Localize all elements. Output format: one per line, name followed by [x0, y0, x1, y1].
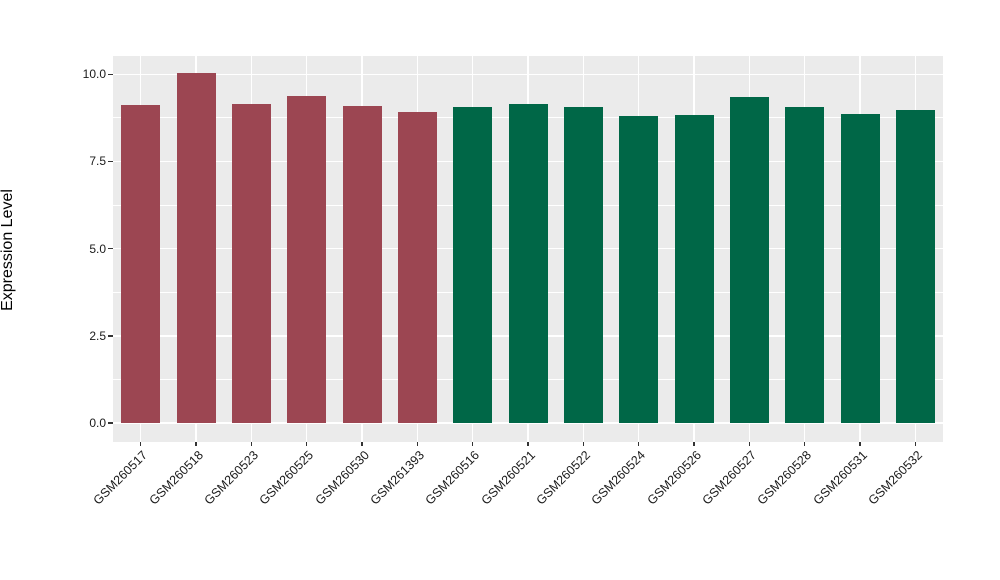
plot-panel — [113, 56, 943, 442]
y-axis-tick-label: 7.5 — [89, 154, 106, 169]
bar-GSM260526 — [674, 114, 714, 423]
x-axis-tick-label: GSM260524 — [589, 448, 649, 508]
x-axis-tick — [582, 442, 585, 446]
x-axis-tick-label: GSM260526 — [644, 448, 704, 508]
x-axis-tick-label: GSM260531 — [810, 448, 870, 508]
bar-GSM260527 — [729, 96, 769, 423]
y-axis-tick-label: 2.5 — [89, 328, 106, 343]
bar-GSM260521 — [508, 103, 548, 423]
x-axis-tick — [471, 442, 474, 446]
x-axis-tick-label: GSM260518 — [146, 448, 206, 508]
x-axis-tick-label: GSM260522 — [533, 448, 594, 508]
x-axis-tick — [693, 442, 695, 446]
x-axis-tick — [250, 442, 253, 446]
x-axis-tick — [361, 442, 363, 446]
bar-GSM260531 — [840, 114, 880, 423]
x-axis-tick-label: GSM260527 — [699, 448, 760, 508]
y-axis-title: Expression Level — [0, 189, 16, 311]
x-axis-tick-label: GSM260532 — [865, 448, 926, 508]
x-axis-tick — [305, 442, 308, 446]
y-axis-tick-label: 0.0 — [89, 416, 106, 430]
x-axis-tick — [914, 442, 917, 446]
x-axis-tick — [637, 442, 640, 446]
bar-GSM260516 — [453, 107, 493, 423]
x-axis-tick-label: GSM260517 — [91, 448, 151, 508]
bar-GSM260524 — [619, 115, 659, 423]
bar-GSM260522 — [563, 106, 603, 423]
bar-GSM260518 — [176, 73, 216, 423]
y-axis-tick — [108, 335, 113, 337]
x-axis-tick — [748, 442, 751, 446]
y-axis-tick-label: 5.0 — [89, 241, 106, 256]
x-axis-tick — [803, 442, 806, 446]
bar-GSM261393 — [397, 111, 437, 423]
y-axis-tick — [108, 160, 113, 163]
x-axis-tick-label: GSM260525 — [257, 448, 317, 508]
x-axis-tick-label: GSM261393 — [367, 448, 428, 508]
x-axis-tick-label: GSM260530 — [312, 448, 372, 508]
x-axis-tick-label: GSM260523 — [201, 448, 262, 508]
y-axis-tick — [108, 247, 113, 250]
bar-GSM260523 — [231, 103, 271, 423]
bar-GSM260528 — [785, 107, 825, 423]
bar-GSM260532 — [895, 109, 935, 423]
x-axis-tick — [195, 442, 197, 446]
bar-GSM260525 — [287, 95, 327, 423]
bar-GSM260530 — [342, 105, 382, 423]
bar-GSM260517 — [121, 104, 161, 423]
x-axis-tick — [859, 442, 861, 446]
x-axis-tick — [527, 442, 529, 446]
x-axis-tick-label: GSM260521 — [478, 448, 538, 508]
x-axis-tick-label: GSM260528 — [755, 448, 815, 508]
x-axis-tick — [139, 442, 142, 446]
y-axis-tick — [108, 422, 113, 424]
y-axis-tick — [108, 73, 113, 76]
x-axis-tick-label: GSM260516 — [423, 448, 483, 508]
x-axis-tick — [416, 442, 419, 446]
y-axis-tick-label: 10.0 — [82, 67, 106, 82]
